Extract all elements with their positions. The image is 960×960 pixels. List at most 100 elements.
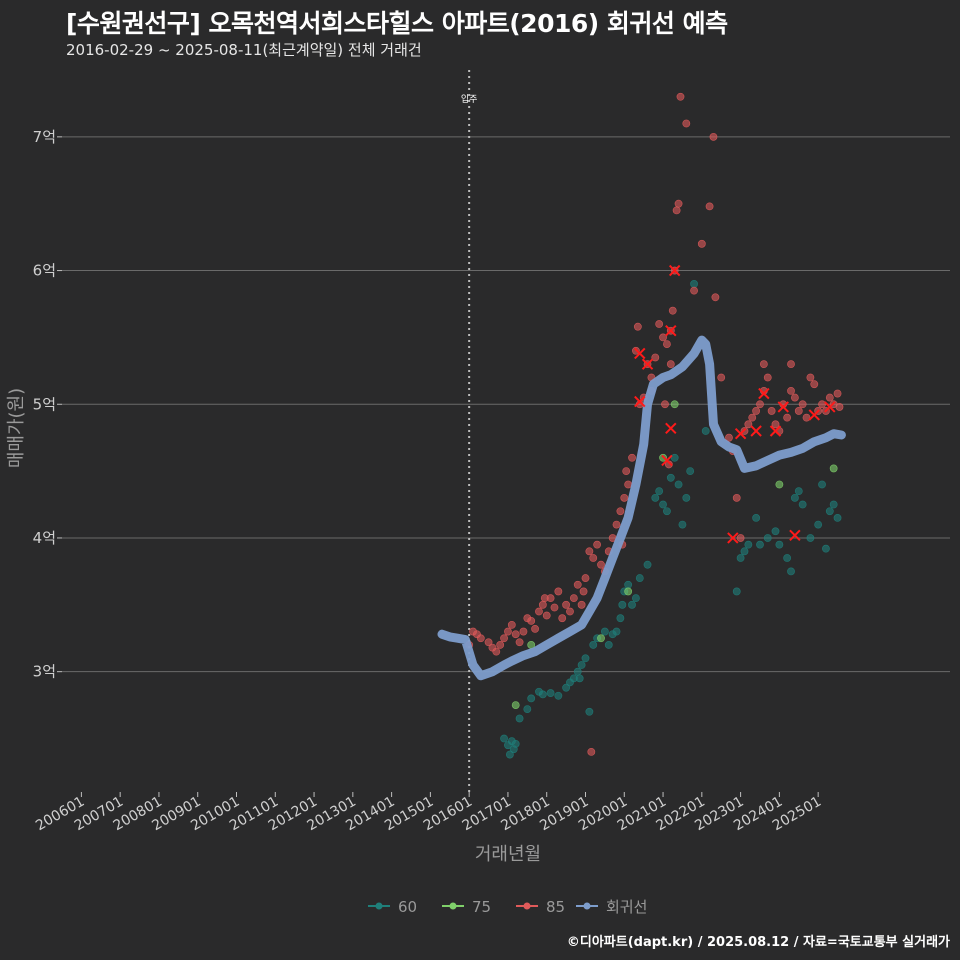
point-60 — [632, 594, 640, 603]
x-axis: 2006012007012008012009012010012011012012… — [33, 792, 824, 834]
point-85 — [542, 611, 551, 620]
point-60 — [670, 453, 679, 462]
highlight-x-stroke — [808, 409, 820, 421]
point-85 — [744, 420, 753, 429]
highlight-marker — [777, 401, 789, 413]
point-60 — [674, 480, 683, 489]
point-75 — [829, 464, 838, 473]
point-60 — [612, 627, 621, 636]
point-85 — [835, 403, 844, 411]
point-85 — [833, 389, 842, 398]
point-85 — [668, 306, 677, 315]
point-85 — [558, 614, 567, 623]
point-85 — [597, 560, 605, 569]
x-axis-title: 거래년월 — [475, 844, 541, 865]
highlight-x-stroke — [777, 401, 789, 413]
point-60 — [505, 750, 514, 759]
point-60 — [659, 500, 667, 509]
highlight-x-stroke — [665, 422, 677, 435]
point-75 — [511, 701, 520, 709]
point-85 — [674, 199, 683, 208]
point-85 — [577, 600, 586, 609]
point-60 — [822, 544, 830, 553]
highlight-marker — [665, 325, 677, 337]
point-85 — [771, 420, 780, 429]
point-75 — [775, 480, 784, 489]
point-85 — [672, 206, 681, 215]
point-60 — [523, 705, 532, 714]
point-85 — [519, 627, 528, 636]
point-60 — [752, 514, 761, 522]
point-85 — [752, 407, 761, 415]
point-85 — [682, 119, 691, 128]
point-85 — [697, 239, 706, 248]
annotation-layer: 입주 — [461, 70, 478, 792]
point-85 — [492, 647, 501, 656]
point-60 — [740, 547, 749, 556]
point-85 — [476, 634, 485, 643]
y-tick-label: 7억 — [33, 128, 56, 146]
point-60 — [701, 427, 710, 435]
point-75 — [670, 400, 679, 409]
regression-layer — [437, 335, 846, 681]
legend-label: 회귀선 — [606, 898, 647, 916]
point-85 — [798, 400, 807, 409]
point-85 — [515, 638, 524, 647]
footer-credit: ©디아파트(dapt.kr) / 2025.08.12 / 자료=국토교통부 실… — [566, 935, 950, 950]
point-60 — [562, 683, 571, 692]
point-60 — [515, 714, 524, 723]
legend-item-85: 85 — [516, 898, 565, 916]
point-60 — [500, 734, 508, 743]
point-60 — [527, 694, 536, 703]
point-60 — [678, 520, 687, 529]
point-85 — [554, 587, 563, 596]
point-60 — [635, 574, 644, 582]
point-60 — [600, 627, 609, 636]
point-85 — [616, 507, 625, 516]
point-85 — [763, 373, 772, 382]
point-60 — [798, 500, 807, 509]
highlight-marker — [769, 425, 782, 437]
point-60 — [663, 507, 671, 516]
point-75 — [624, 587, 633, 596]
grid-layer — [62, 136, 950, 673]
point-85 — [531, 624, 539, 633]
point-85 — [562, 600, 571, 609]
point-85 — [655, 320, 664, 328]
point-85 — [802, 413, 811, 422]
point-85 — [709, 132, 718, 141]
point-85 — [620, 493, 629, 502]
point-60 — [736, 554, 745, 562]
point-85 — [507, 620, 516, 629]
points-layer — [465, 92, 844, 759]
highlight-x-stroke — [789, 529, 801, 541]
point-85 — [711, 293, 720, 302]
highlight-x-stroke — [641, 358, 654, 370]
point-60 — [546, 689, 555, 697]
move-in-label: 입주 — [461, 93, 478, 105]
point-85 — [581, 574, 590, 582]
point-85 — [579, 587, 588, 596]
point-85 — [806, 373, 815, 382]
point-60 — [618, 600, 627, 609]
point-60 — [783, 554, 792, 562]
y-tick-label: 6억 — [33, 262, 56, 280]
point-60 — [756, 540, 764, 549]
point-60 — [616, 614, 625, 623]
point-85 — [810, 380, 819, 389]
highlight-x-stroke — [758, 387, 770, 400]
point-85 — [666, 360, 675, 369]
point-75 — [597, 634, 605, 643]
point-85 — [496, 641, 505, 649]
regression-line — [437, 335, 846, 681]
point-85 — [659, 333, 667, 342]
highlight-marker — [727, 532, 739, 544]
point-85 — [794, 407, 803, 415]
point-85 — [717, 373, 726, 382]
point-60 — [581, 654, 590, 663]
point-60 — [775, 540, 784, 549]
highlight-marker — [668, 264, 681, 277]
highlight-marker — [824, 401, 836, 413]
highlight-x-stroke — [668, 264, 681, 277]
